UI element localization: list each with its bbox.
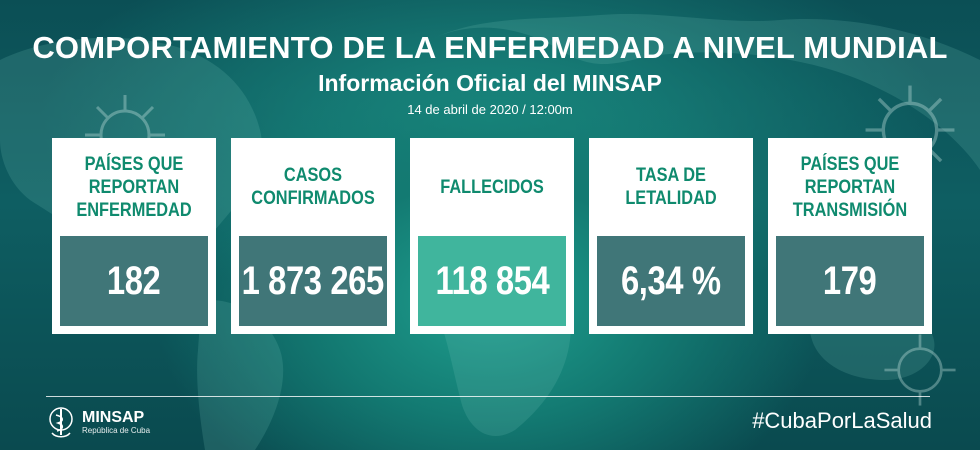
card-value: 6,34 % [597, 236, 745, 326]
card-label: PAÍSES QUE REPORTAN ENFERMEDAD [76, 153, 192, 221]
card-value: 118 854 [418, 236, 566, 326]
footer-divider [46, 396, 930, 397]
stats-cards: PAÍSES QUE REPORTAN ENFERMEDAD 182 CASOS… [52, 138, 932, 334]
logo-subtitle: República de Cuba [82, 425, 151, 435]
card-countries-reporting-disease: PAÍSES QUE REPORTAN ENFERMEDAD 182 [52, 138, 216, 334]
card-countries-reporting-transmission: PAÍSES QUE REPORTAN TRANSMISIÓN 179 [768, 138, 932, 334]
page-title: COMPORTAMIENTO DE LA ENFERMEDAD A NIVEL … [32, 30, 948, 65]
minsap-logo: MINSAP República de Cuba [46, 404, 150, 440]
card-label: CASOS CONFIRMADOS [251, 165, 375, 209]
card-value-text: 182 [107, 258, 161, 303]
card-value-text: 1 873 265 [241, 258, 385, 303]
page-subtitle: Información Oficial del MINSAP [318, 70, 662, 96]
card-deaths: FALLECIDOS 118 854 [410, 138, 574, 334]
card-value-text: 118 854 [435, 258, 549, 303]
card-value-text: 6,34 % [621, 258, 721, 303]
card-value: 182 [60, 236, 208, 326]
card-label: PAÍSES QUE REPORTAN TRANSMISIÓN [792, 153, 908, 221]
card-value: 1 873 265 [239, 236, 387, 326]
card-value: 179 [776, 236, 924, 326]
card-label: TASA DE LETALIDAD [625, 165, 717, 209]
hashtag: #CubaPorLaSalud [752, 408, 932, 433]
header: COMPORTAMIENTO DE LA ENFERMEDAD A NIVEL … [0, 30, 980, 120]
card-confirmed-cases: CASOS CONFIRMADOS 1 873 265 [231, 138, 395, 334]
card-fatality-rate: TASA DE LETALIDAD 6,34 % [589, 138, 753, 334]
logo-name: MINSAP [82, 408, 145, 426]
minsap-logo-icon [49, 407, 73, 438]
report-date: 14 de abril de 2020 / 12:00m [407, 102, 573, 117]
card-value-text: 179 [823, 258, 877, 303]
card-label: FALLECIDOS [440, 176, 544, 198]
coronavirus-icon [884, 334, 956, 406]
